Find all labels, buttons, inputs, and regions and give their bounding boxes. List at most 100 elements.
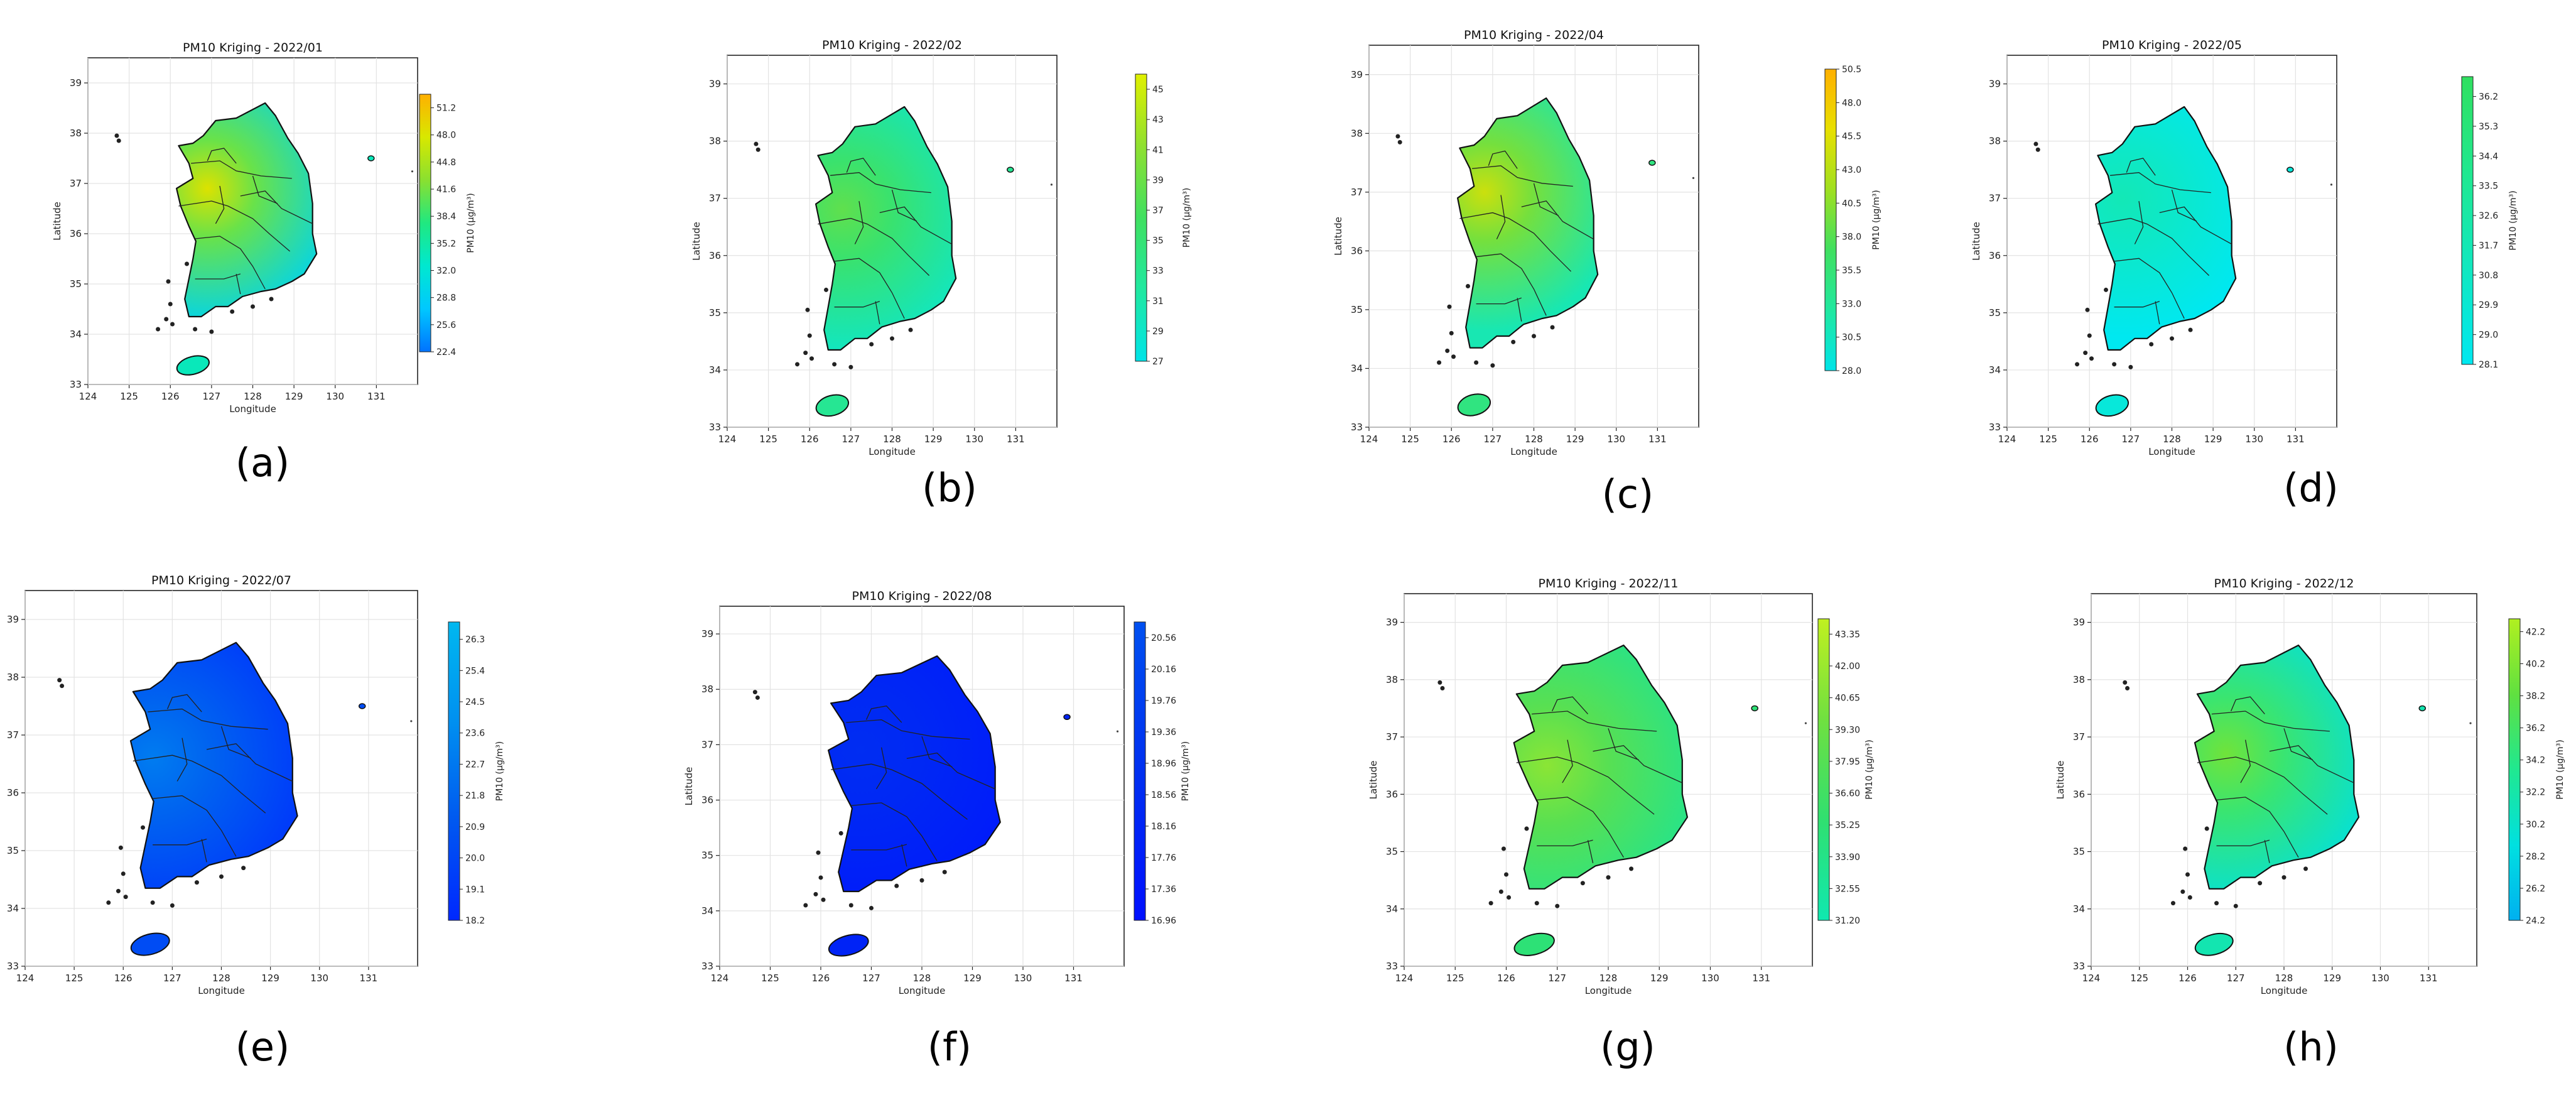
colorbar (2461, 76, 2474, 365)
y-tick-label: 39 (1386, 617, 1398, 628)
island-mark (816, 850, 821, 855)
x-tick-label: 124 (711, 972, 729, 984)
korea-mainland (176, 102, 318, 318)
x-tick-label: 131 (1064, 972, 1083, 984)
colorbar-tick-label: 42.2 (2526, 627, 2545, 637)
province-border (846, 719, 970, 740)
panel-title: PM10 Kriging - 2022/11 (1539, 577, 1679, 591)
y-tick-label: 35 (709, 307, 721, 319)
province-border (1496, 195, 1506, 239)
x-axis-label: Longitude (198, 985, 245, 996)
island-mark (1629, 866, 1634, 871)
island-mark (795, 362, 800, 367)
y-tick-label: 37 (701, 739, 713, 750)
colorbar-tick-label: 24.2 (2526, 916, 2545, 926)
colorbar-tick-label: 34.2 (2526, 756, 2545, 766)
colorbar-tick-label: 26.3 (465, 635, 485, 645)
x-axis-label: Longitude (229, 403, 276, 415)
island-mark (2258, 881, 2263, 886)
ulleung-island (367, 155, 375, 161)
island-mark (2187, 895, 2192, 900)
colorbar-tick-label: 39.30 (1835, 725, 1860, 735)
y-tick-label: 37 (709, 193, 721, 204)
y-tick-label: 33 (709, 422, 721, 433)
colorbar-tick-label: 32.0 (436, 266, 456, 276)
island-mark (1606, 875, 1611, 880)
province-border (2126, 158, 2156, 176)
x-tick-label: 131 (360, 972, 378, 984)
x-tick-label: 130 (2245, 433, 2263, 445)
colorbar-tick-label: 25.4 (465, 666, 485, 676)
x-tick-label: 126 (161, 391, 180, 402)
colorbar-tick-label: 16.96 (1151, 916, 1176, 926)
y-tick-label: 36 (1351, 245, 1363, 256)
island-mark (1488, 901, 1493, 906)
province-border (2283, 728, 2314, 761)
island-mark (209, 329, 214, 334)
x-tick-label: 124 (16, 972, 35, 984)
y-tick-label: 36 (709, 250, 721, 261)
x-tick-label: 131 (367, 391, 386, 402)
dokdo-island (410, 720, 413, 722)
map-panel-e: 124 125 126 127 128 129 130 131 33 34 35 36 37 38 39 PM… (7, 574, 505, 1070)
colorbar-tick-label: 28.8 (436, 293, 456, 303)
colorbar-tick-label: 38.0 (1842, 232, 1861, 242)
colorbar-tick-label: 40.2 (2526, 659, 2545, 669)
x-tick-label: 126 (1442, 433, 1461, 445)
x-tick-label: 129 (261, 972, 279, 984)
y-axis-label: Latitude (683, 767, 695, 806)
x-axis-label: Longitude (899, 985, 946, 996)
island-mark (821, 897, 826, 902)
colorbar-label: PM10 (µg/m³) (2508, 190, 2518, 250)
island-mark (2185, 872, 2190, 877)
province-border (2240, 739, 2251, 783)
island-mark (809, 356, 814, 361)
y-axis-label: Latitude (2055, 761, 2066, 800)
colorbar-tick-label: 50.5 (1842, 65, 1861, 75)
colorbar-tick-label: 36.2 (2526, 724, 2545, 734)
island-mark (942, 869, 947, 874)
x-tick-label: 124 (1360, 433, 1378, 445)
y-tick-label: 35 (1989, 307, 2001, 319)
y-tick-label: 35 (2073, 846, 2085, 858)
province-border (191, 160, 292, 179)
colorbar-tick-label: 30.8 (2479, 271, 2498, 281)
island-mark (150, 900, 155, 905)
island-mark (2170, 901, 2175, 906)
x-tick-label: 126 (812, 972, 830, 984)
province-border (195, 273, 241, 280)
colorbar-tick-label: 33 (1152, 266, 1164, 276)
ulleung-island (358, 703, 366, 709)
korea-mainland (815, 106, 957, 351)
island-mark (170, 903, 175, 908)
y-tick-label: 33 (2073, 961, 2085, 972)
x-tick-label: 127 (862, 972, 880, 984)
colorbar-tick-label: 26.2 (2526, 884, 2545, 894)
y-tick-label: 39 (1989, 79, 2001, 90)
x-axis-label: Longitude (1510, 446, 1557, 457)
province-border (1552, 696, 1588, 715)
x-tick-label: 126 (1497, 972, 1515, 984)
colorbar-tick-label: 18.2 (465, 916, 485, 926)
island-mark (2281, 875, 2286, 880)
province-border (851, 802, 938, 861)
colorbar-tick-label: 19.76 (1151, 696, 1176, 706)
colorbar-tick-label: 28.1 (2479, 360, 2498, 370)
province-border (1476, 297, 1522, 305)
island-mark (869, 905, 874, 910)
y-tick-label: 34 (1989, 364, 2001, 376)
colorbar (1134, 621, 1146, 921)
colorbar-label: PM10 (µg/m³) (1182, 188, 1192, 248)
island-mark (1555, 903, 1560, 908)
island-mark (2033, 141, 2038, 146)
panel-title: PM10 Kriging - 2022/05 (2102, 38, 2242, 52)
colorbar-tick-label: 31.20 (1835, 916, 1860, 926)
x-tick-label: 125 (2039, 433, 2057, 445)
x-tick-label: 130 (1701, 972, 1719, 984)
colorbar-tick-label: 39 (1152, 175, 1164, 185)
y-tick-label: 38 (2073, 674, 2085, 685)
x-tick-label: 125 (120, 391, 138, 402)
colorbar-tick-label: 27 (1152, 357, 1164, 367)
colorbar-tick-label: 40.5 (1842, 199, 1861, 209)
x-tick-label: 128 (1525, 433, 1543, 445)
